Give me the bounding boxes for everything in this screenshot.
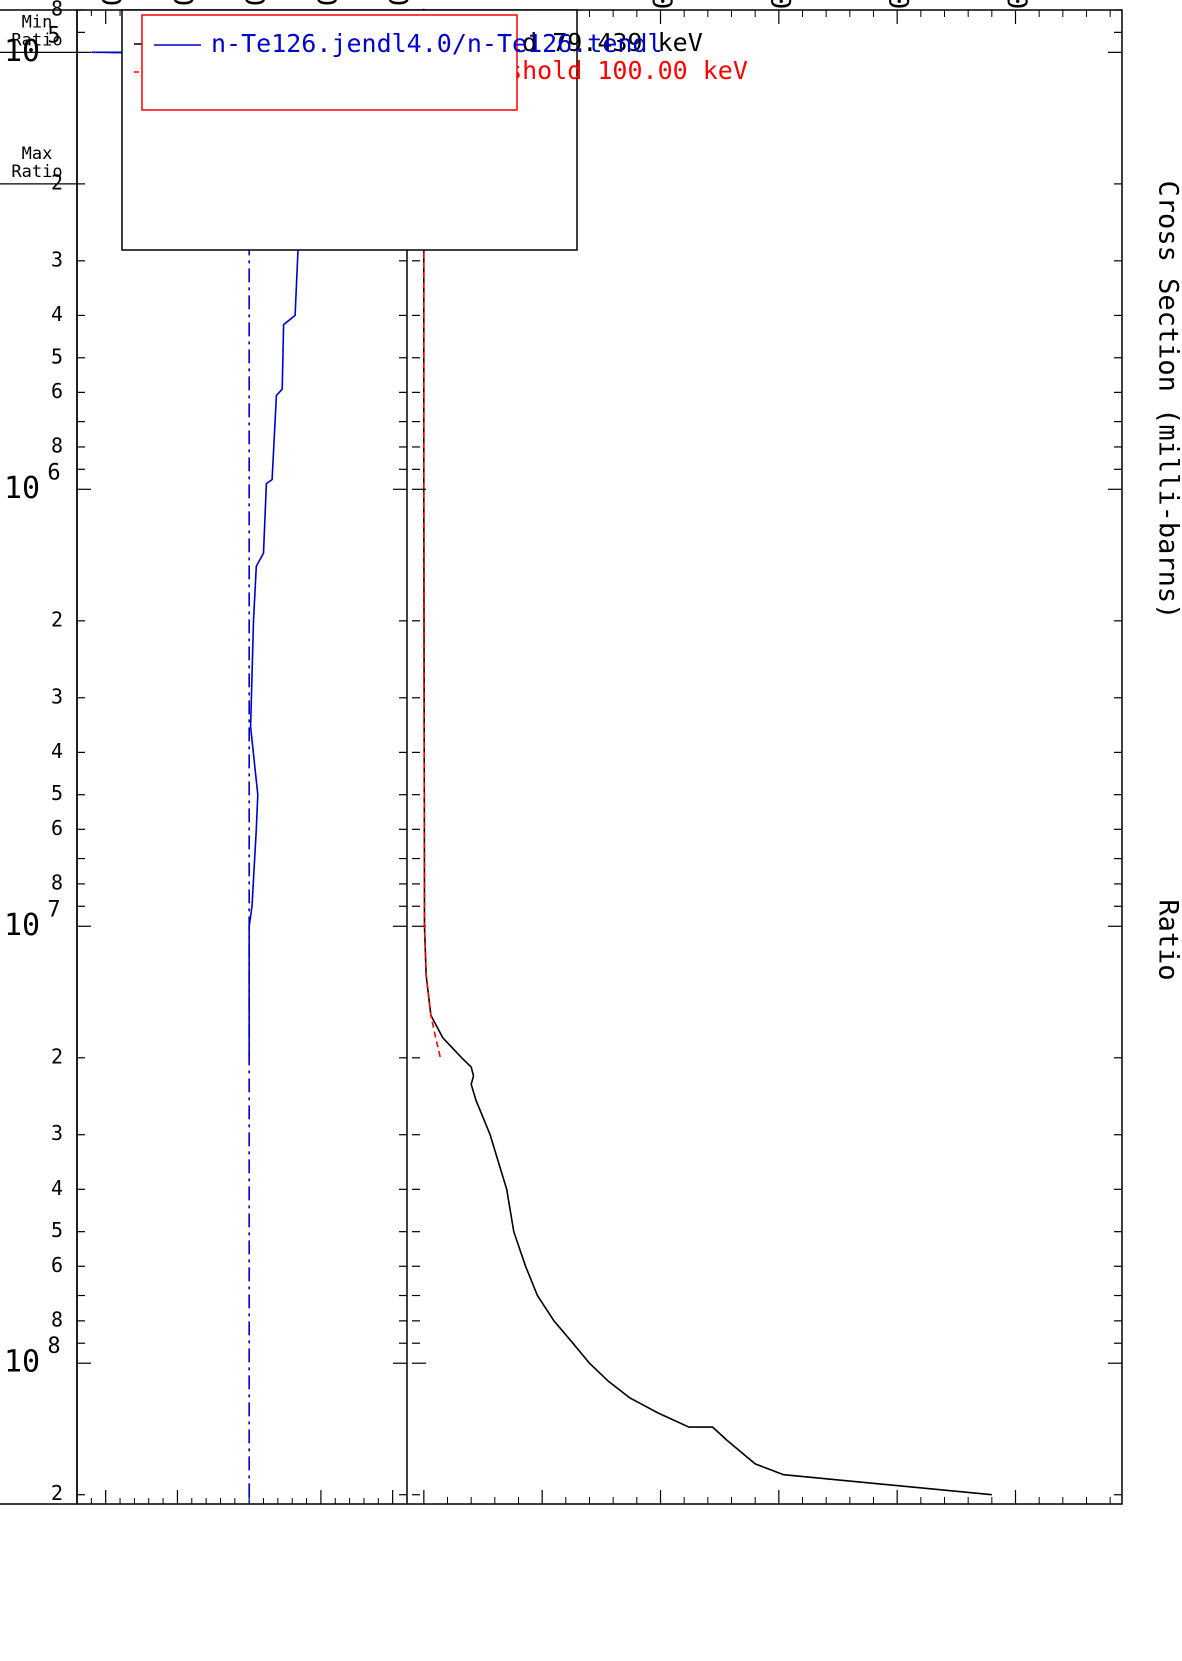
- svg-text:10: 10: [382, 0, 413, 6]
- x-tick-labels: 8 2 3 4 5 6 8 2 3 4 5 6 8 2 3 4 5 6 8 2 10 5 10 6 10 7 10 8: [4, 0, 63, 1505]
- svg-text:10: 10: [4, 34, 40, 69]
- x-minor-tick-label: 4: [51, 302, 63, 326]
- top-y-tick-label: 200: [883, 0, 914, 9]
- top-y-tick-label: 100: [646, 0, 677, 9]
- x-minor-tick-label: 6: [51, 379, 63, 403]
- x-minor-tick-label: 5: [51, 344, 63, 368]
- top-y-tick-label: 50: [528, 0, 559, 1]
- x-minor-tick-label: 8: [51, 870, 63, 894]
- bottom-y-axis-label: Ratio: [1153, 899, 1182, 980]
- svg-text:10: 10: [239, 0, 270, 6]
- x-major-tick-label: 10 8: [4, 1334, 61, 1380]
- x-minor-tick-label: 2: [51, 1481, 63, 1505]
- x-minor-tick-label: 3: [51, 1121, 63, 1145]
- top-y-tick-label: 150: [764, 0, 795, 9]
- x-minor-tick-label: 5: [51, 1218, 63, 1242]
- ratio-marker-strip: [0, 9, 78, 1505]
- x-minor-tick-label: 3: [51, 684, 63, 708]
- x-minor-tick-label: 4: [51, 1176, 63, 1200]
- bottom-y-tick-label: 1010: [382, 0, 413, 6]
- legend-label-ratio: n-Te126.jendl4.0/n-Te126.tendl: [211, 29, 663, 58]
- x-major-tick-label: 10 7: [4, 897, 61, 943]
- x-minor-tick-label: 8: [51, 433, 63, 457]
- bottom-legend: n-Te126.jendl4.0/n-Te126.tendl: [141, 14, 663, 111]
- svg-text:10: 10: [4, 1345, 40, 1380]
- svg-text:10: 10: [4, 908, 40, 943]
- bottom-y-tick-labels: 10-1010-51001051010: [95, 0, 413, 6]
- bottom-legend-box: [141, 14, 518, 111]
- top-y-tick-labels: 050100150200250: [528, 0, 1032, 9]
- max-ratio-marker-label: Max: [22, 144, 53, 164]
- series-line-tendl: [422, 8, 992, 1496]
- svg-text:10: 10: [95, 0, 126, 6]
- x-minor-tick-label: 8: [51, 0, 63, 21]
- x-minor-tick-label: 3: [51, 247, 63, 271]
- x-minor-tick-label: 6: [51, 1253, 63, 1277]
- bottom-y-tick-label: 10-5: [167, 0, 198, 6]
- x-minor-tick-label: 8: [51, 1307, 63, 1331]
- min-ratio-marker-label: Min: [22, 12, 53, 32]
- bottom-y-tick-label: 100: [239, 0, 270, 6]
- svg-text:5: 5: [47, 23, 60, 48]
- svg-text:6: 6: [47, 460, 60, 485]
- max-ratio-marker-label: Ratio: [11, 162, 62, 182]
- svg-text:10: 10: [167, 0, 198, 6]
- x-major-tick-label: 10 5: [4, 23, 61, 69]
- x-minor-tick-label: 4: [51, 739, 63, 763]
- top-y-axis-label: Cross Section (milli-barns): [1153, 181, 1182, 620]
- svg-text:10: 10: [4, 471, 40, 506]
- top-y-tick-label: 250: [1001, 0, 1032, 9]
- x-minor-tick-label: 2: [51, 607, 63, 631]
- x-minor-tick-label: 6: [51, 816, 63, 840]
- rotated-plot: 050100150200250 10-1010-51001051010 8234…: [0, 0, 1182, 1505]
- svg-text:10: 10: [310, 0, 341, 6]
- x-minor-tick-label: 5: [51, 781, 63, 805]
- bottom-y-tick-label: 105: [310, 0, 341, 6]
- svg-text:8: 8: [47, 1334, 60, 1359]
- bottom-y-tick-label: 10-10: [95, 0, 126, 6]
- series-line-jendl: [422, 52, 442, 1058]
- x-minor-tick-label: 2: [51, 170, 63, 194]
- min-ratio-marker-label: Ratio: [11, 30, 62, 50]
- svg-text:7: 7: [47, 897, 60, 922]
- x-major-tick-label: 10 6: [4, 460, 61, 506]
- x-minor-tick-label: 2: [51, 1044, 63, 1068]
